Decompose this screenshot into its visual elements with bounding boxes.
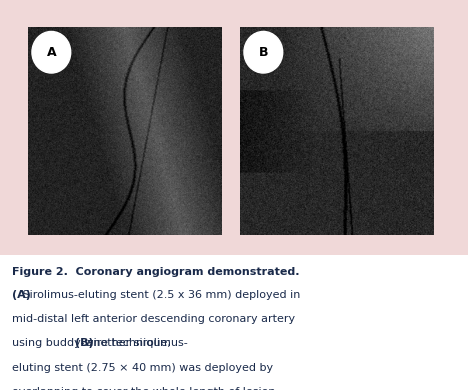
Circle shape	[32, 32, 71, 73]
Text: B: B	[259, 46, 268, 59]
Text: Figure 2.  Coronary angiogram demonstrated.: Figure 2. Coronary angiogram demonstrate…	[12, 267, 299, 277]
Text: (B): (B)	[75, 339, 94, 349]
Text: A: A	[46, 46, 56, 59]
Text: another sirolimus-: another sirolimus-	[83, 339, 188, 349]
Text: using buddy-wire technique;: using buddy-wire technique;	[12, 339, 174, 349]
Text: eluting stent (2.75 × 40 mm) was deployed by: eluting stent (2.75 × 40 mm) was deploye…	[12, 363, 273, 373]
Text: Sirolimus-eluting stent (2.5 x 36 mm) deployed in: Sirolimus-eluting stent (2.5 x 36 mm) de…	[20, 290, 301, 300]
Text: overlapping to cover the whole length of lesion.: overlapping to cover the whole length of…	[12, 387, 279, 390]
Text: mid-distal left anterior descending coronary artery: mid-distal left anterior descending coro…	[12, 314, 295, 324]
Circle shape	[244, 32, 283, 73]
Text: (A): (A)	[12, 290, 30, 300]
